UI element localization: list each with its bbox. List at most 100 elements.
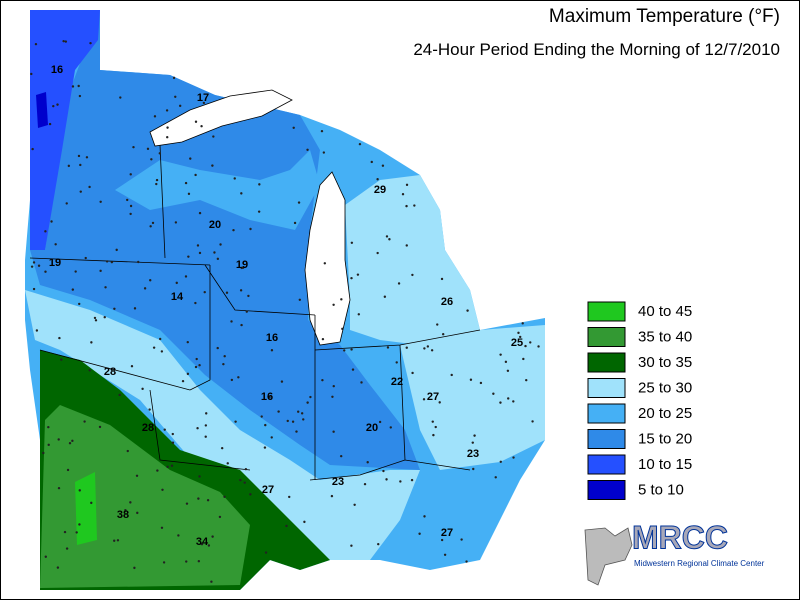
station-dot — [30, 265, 34, 268]
station-dot — [440, 277, 444, 281]
station-dot — [133, 307, 137, 310]
station-dot — [270, 436, 273, 439]
station-dot — [32, 261, 36, 264]
map-title: Maximum Temperature (°F) — [549, 6, 780, 27]
station-dot — [389, 426, 392, 429]
station-dot — [240, 323, 243, 327]
station-dot — [330, 494, 334, 498]
station-dot — [350, 544, 353, 547]
station-dot — [300, 412, 304, 415]
map-subtitle: 24-Hour Period Ending the Morning of 12/… — [413, 40, 780, 59]
station-dot — [292, 126, 295, 129]
region-40-45 — [75, 472, 97, 545]
station-dot — [385, 478, 388, 481]
region-35-40 — [40, 405, 250, 588]
station-dot — [377, 542, 380, 546]
station-dot — [78, 523, 81, 526]
station-dot — [504, 360, 508, 364]
station-dot — [465, 560, 468, 563]
station-dot — [499, 353, 502, 356]
station-dot — [165, 109, 169, 112]
station-dot — [196, 427, 199, 430]
station-dot — [332, 384, 335, 388]
station-dot — [174, 221, 178, 224]
station-dot — [197, 560, 201, 563]
station-dot — [126, 449, 129, 453]
legend-swatch — [587, 454, 626, 475]
station-dot — [366, 461, 369, 464]
station-dot — [187, 255, 190, 258]
station-dot — [405, 204, 408, 208]
legend-label: 10 to 15 — [638, 456, 692, 473]
station-dot — [160, 526, 164, 529]
station-dot — [466, 309, 469, 312]
station-dot — [426, 345, 430, 348]
legend-label: 40 to 45 — [638, 303, 692, 320]
station-label: 25 — [511, 337, 523, 349]
station-dot — [32, 287, 36, 291]
station-dot — [395, 361, 398, 364]
station-dot — [68, 442, 72, 445]
station-dot — [405, 183, 409, 187]
station-dot — [160, 350, 164, 353]
station-dot — [162, 561, 166, 564]
station-dot — [74, 270, 77, 273]
station-dot — [115, 248, 118, 252]
station-dot — [93, 316, 97, 320]
station-dot — [473, 434, 476, 437]
legend-swatch — [587, 327, 626, 347]
station-dot — [31, 147, 34, 151]
station-dot — [135, 474, 139, 477]
station-dot — [323, 262, 327, 265]
station-label: 19 — [49, 257, 61, 269]
station-dot — [148, 408, 151, 411]
station-dot — [44, 230, 47, 233]
station-dot — [443, 553, 447, 556]
station-dot — [198, 211, 202, 215]
station-dot — [94, 319, 98, 322]
station-dot — [247, 294, 250, 298]
station-dot — [113, 539, 116, 542]
station-dot — [171, 441, 175, 444]
station-dot — [186, 340, 189, 344]
station-dot — [286, 419, 289, 423]
station-dot — [136, 511, 139, 515]
state-lines — [29, 144, 481, 481]
station-dot — [225, 291, 229, 294]
station-dot — [280, 380, 284, 383]
station-label: 27 — [441, 527, 453, 539]
station-dot — [203, 290, 206, 294]
station-dot — [525, 378, 528, 382]
lake-superior — [149, 89, 293, 147]
legend-swatch — [587, 429, 626, 449]
station-dot — [531, 420, 534, 423]
station-dot — [104, 286, 107, 289]
station-dot — [410, 478, 414, 482]
station-dot — [363, 482, 367, 486]
legend-swatch — [587, 352, 626, 373]
station-dot — [350, 276, 353, 280]
station-dot — [171, 432, 174, 436]
station-dot — [388, 238, 391, 241]
station-dot — [321, 337, 325, 341]
station-dot — [537, 345, 540, 348]
region-25-30-ohio — [400, 325, 545, 470]
station-dot — [156, 469, 159, 472]
station-dot — [47, 443, 50, 447]
station-dot — [105, 260, 109, 263]
station-dot — [422, 398, 426, 401]
station-dot — [264, 551, 268, 554]
station-dot — [83, 420, 86, 423]
station-dot — [499, 401, 502, 404]
station-dot — [42, 451, 45, 455]
station-dot — [133, 566, 136, 570]
station-dot — [450, 373, 453, 377]
station-dot — [332, 303, 335, 306]
station-dot — [166, 126, 169, 129]
station-dot — [383, 295, 387, 298]
station-dot — [54, 243, 57, 246]
station-dot — [116, 539, 120, 542]
station-dot — [151, 221, 155, 225]
station-label: 34 — [196, 536, 209, 548]
station-dot — [268, 396, 271, 399]
